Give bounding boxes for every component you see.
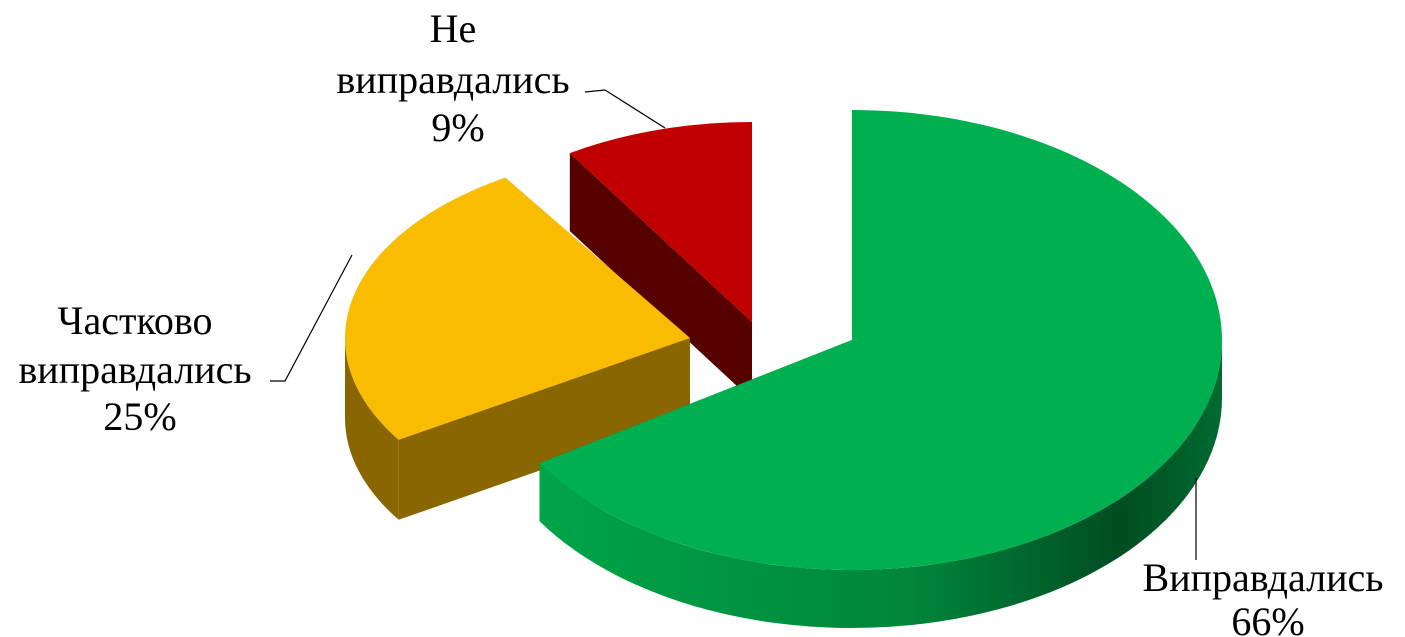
leader-line-2 <box>270 254 353 382</box>
slice-3-top <box>569 122 752 322</box>
data-label-1-line-1: Виправдались <box>1143 555 1384 600</box>
slice-1-rim <box>539 340 1222 628</box>
data-label-2-percent: 25% <box>103 394 176 439</box>
slice-2 <box>345 177 690 520</box>
data-label-3-percent: 9% <box>431 105 484 150</box>
slice-2-side-start <box>398 338 690 520</box>
data-label-1: Виправдались 66% <box>1143 555 1394 637</box>
data-label-2-line-1: Частково <box>58 298 213 343</box>
slice-2-top <box>345 177 690 440</box>
slice-1-top <box>539 110 1222 570</box>
data-label-3-line-1: Не <box>430 6 477 51</box>
data-label-2-line-2: виправдались <box>18 347 251 392</box>
slice-2-rim <box>345 338 399 520</box>
leader-line-3 <box>584 89 666 129</box>
data-label-3: Не виправдались 9% <box>336 6 579 150</box>
data-label-3-line-2: виправдались <box>336 57 569 102</box>
pie-slices <box>345 110 1222 628</box>
data-label-1-percent: 66% <box>1231 599 1304 637</box>
slice-1 <box>539 110 1222 628</box>
slice-3-side-start <box>569 153 752 400</box>
slice-3 <box>569 122 752 400</box>
data-label-2: Частково виправдались 25% <box>18 298 261 439</box>
